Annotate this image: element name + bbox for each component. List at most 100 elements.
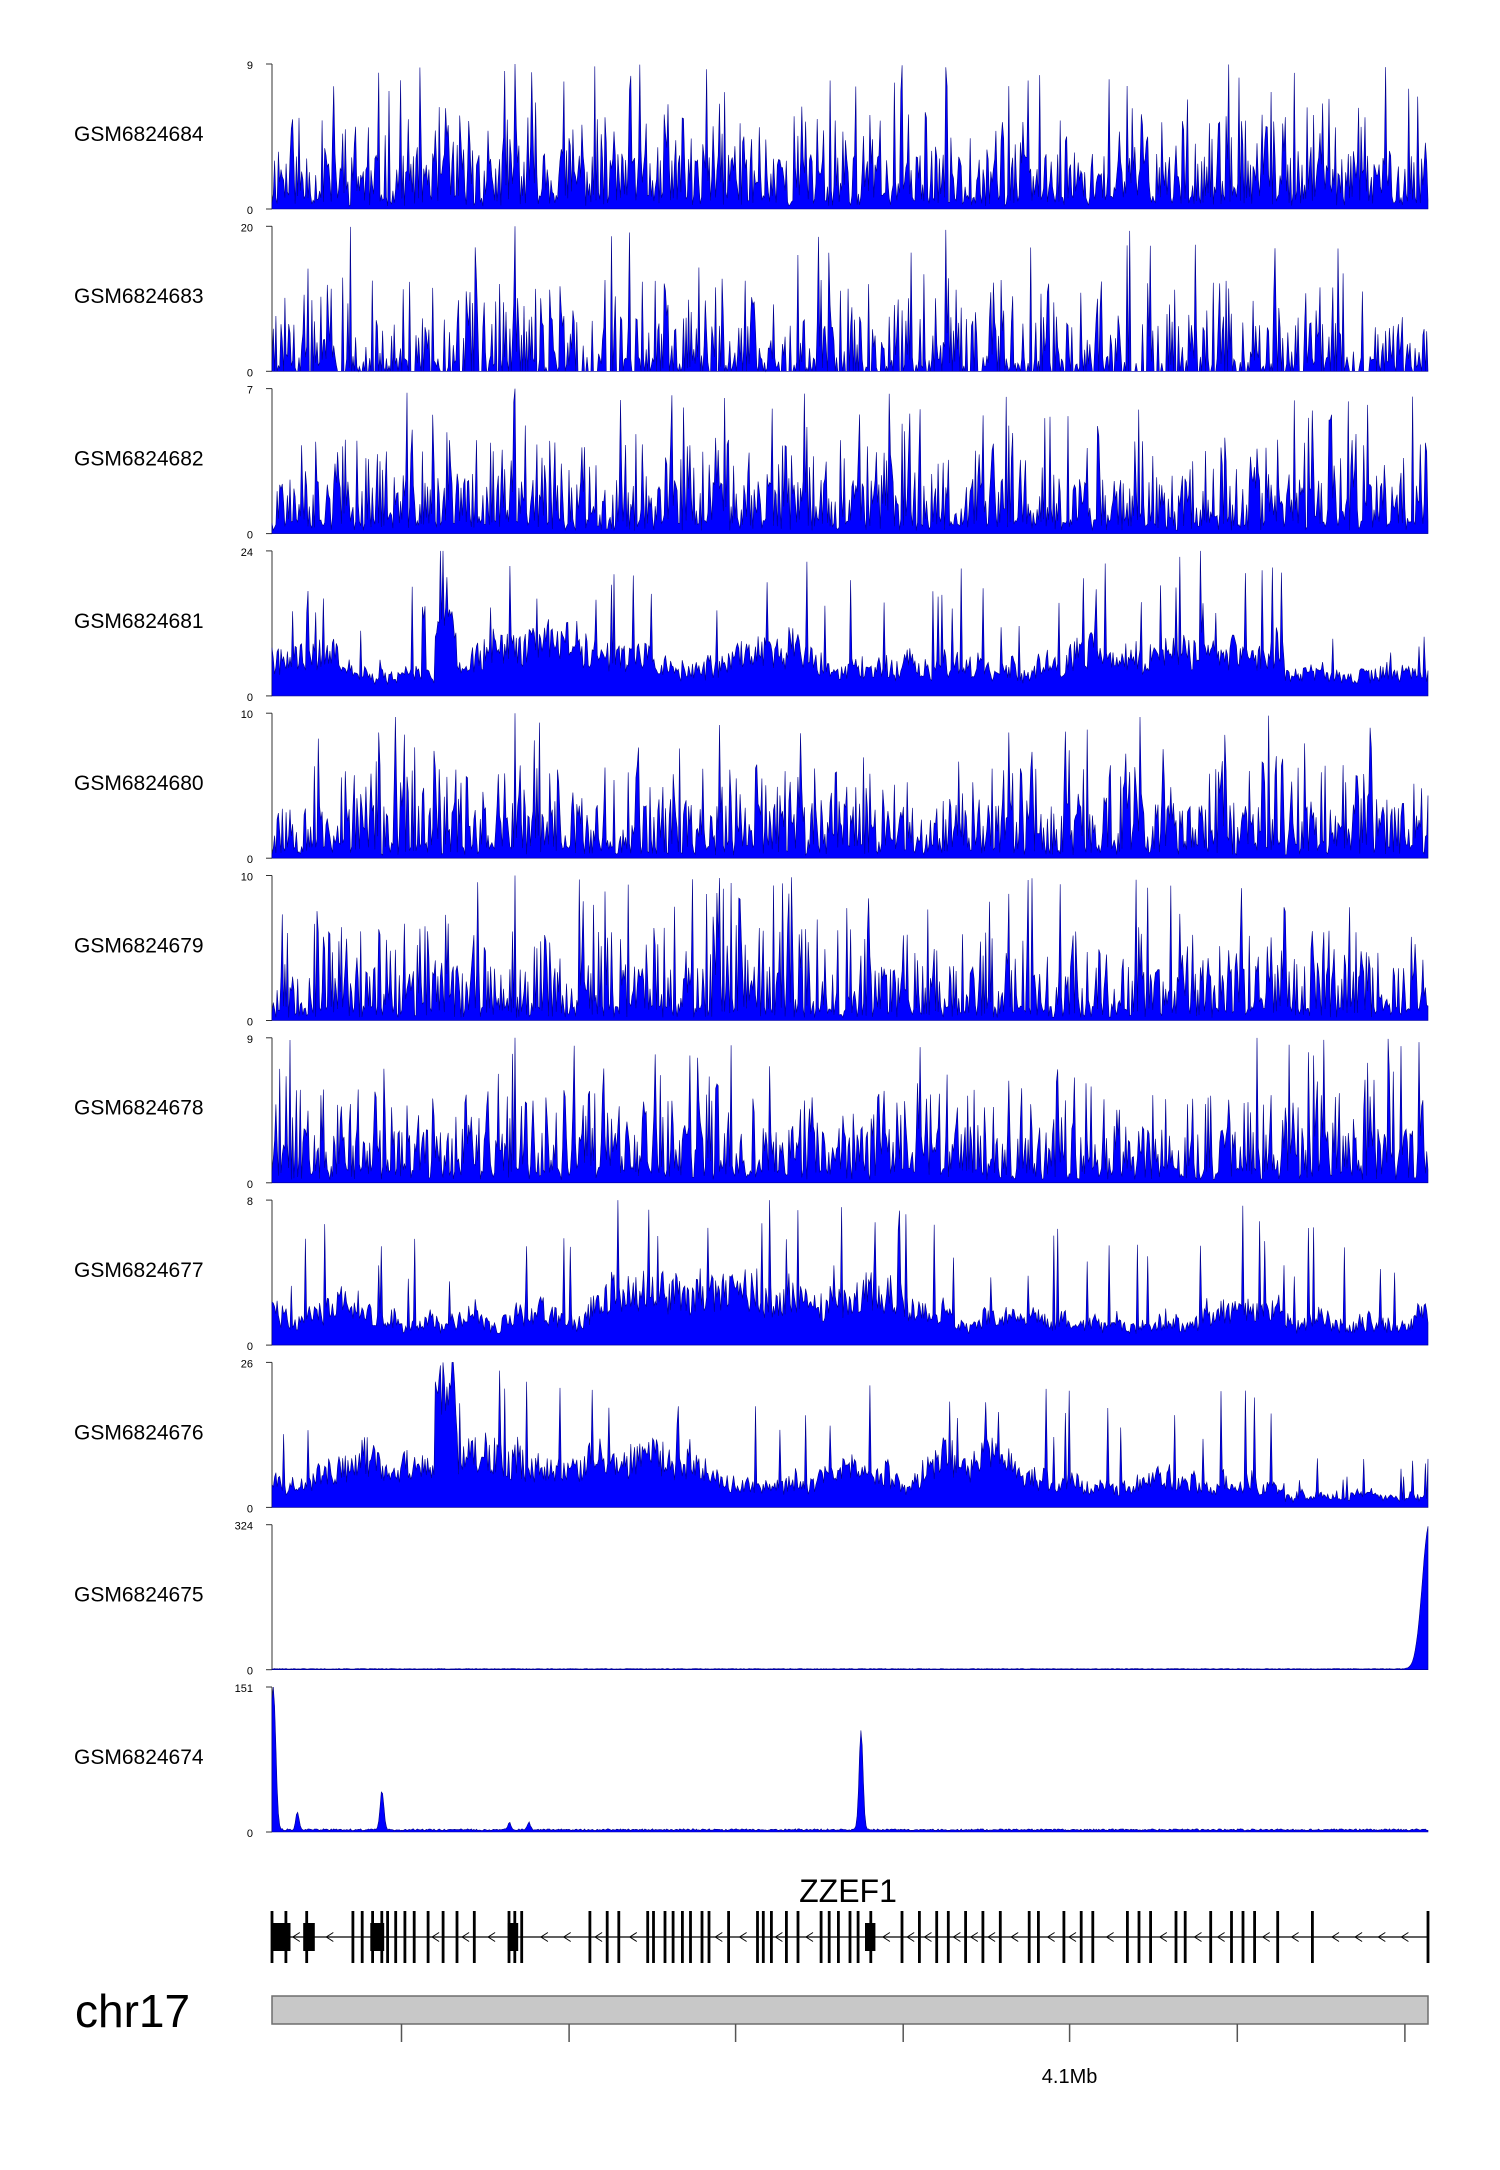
coverage-area: [271, 1037, 1429, 1184]
y-min-label: 0: [247, 1828, 253, 1840]
strand-arrow: [431, 1932, 440, 1942]
coverage-area: [271, 713, 1429, 859]
gene-exon: [727, 1911, 730, 1963]
y-min-label: 0: [247, 530, 253, 542]
gene-exon: [671, 1911, 675, 1963]
gene-exon: [796, 1911, 800, 1963]
gene-exon: [1137, 1911, 1141, 1963]
gene-exon: [761, 1911, 765, 1963]
coverage-area: [271, 226, 1429, 373]
strand-arrow: [1158, 1932, 1168, 1942]
strand-arrow: [1261, 1932, 1270, 1942]
coverage-area: [271, 1686, 1429, 1833]
y-min-label: 0: [247, 205, 253, 217]
gene-exon: [981, 1911, 985, 1963]
strand-arrow: [325, 1932, 334, 1942]
strand-arrow: [1216, 1932, 1225, 1942]
strand-arrow: [1377, 1932, 1386, 1942]
ideogram-track: chr17: [75, 1985, 1429, 2037]
strand-arrow: [952, 1932, 961, 1942]
track-GSM6824682: GSM6824682 7 0: [74, 385, 1429, 542]
track-label: GSM6824675: [74, 1584, 204, 1607]
gene-exon: [819, 1911, 823, 1963]
coverage-area: [271, 63, 1429, 210]
coverage-area: [271, 1362, 1429, 1508]
y-max-label: 8: [247, 1196, 253, 1208]
strand-arrow: [1105, 1932, 1114, 1942]
gene-exon: [918, 1911, 921, 1963]
gene-exon: [1174, 1911, 1178, 1963]
y-max-label: 20: [241, 222, 253, 234]
gene-exon: [1241, 1911, 1245, 1963]
track-GSM6824679: GSM6824679 10 0: [74, 872, 1429, 1029]
track-GSM6824681: GSM6824681 24 0: [74, 547, 1429, 704]
gene-exon: [707, 1911, 711, 1963]
gene-exon: [588, 1911, 592, 1963]
gene-exon: [360, 1911, 364, 1963]
y-max-label: 151: [235, 1683, 253, 1695]
strand-arrow: [906, 1932, 915, 1942]
y-max-label: 9: [247, 60, 253, 72]
gene-exon: [394, 1911, 398, 1963]
coverage-area: [271, 388, 1429, 534]
gene-exon: [663, 1911, 667, 1963]
gene-exon-block: [272, 1923, 291, 1951]
gene-exon: [856, 1911, 860, 1963]
gene-exon: [1209, 1911, 1213, 1963]
track-label: GSM6824674: [74, 1746, 204, 1769]
gene-exon: [617, 1911, 621, 1963]
gene-exon: [1253, 1911, 1256, 1963]
gene-exon: [386, 1911, 389, 1963]
strand-arrow: [1400, 1932, 1409, 1942]
chromosome-label: chr17: [75, 1985, 190, 2037]
genome-axis-label: 4.1Mb: [1042, 2066, 1098, 2088]
gene-exon-block: [303, 1923, 315, 1951]
y-max-label: 10: [241, 872, 253, 884]
gene-exon: [646, 1911, 650, 1963]
gene-exon: [472, 1911, 476, 1963]
gene-label: ZZEF1: [799, 1873, 897, 1909]
gene-exon: [455, 1911, 459, 1963]
gene-exon: [770, 1911, 773, 1963]
strand-arrow: [1290, 1932, 1299, 1942]
strand-arrow: [1068, 1932, 1077, 1942]
gene-exon: [1126, 1911, 1129, 1963]
strand-arrow: [594, 1932, 603, 1942]
gene-exon: [426, 1911, 430, 1963]
gene-exon: [1037, 1911, 1040, 1963]
track-label: GSM6824684: [74, 123, 204, 146]
y-max-label: 324: [235, 1521, 253, 1533]
coverage-area: [271, 1200, 1429, 1346]
gene-exon: [412, 1911, 416, 1963]
track-label: GSM6824676: [74, 1421, 204, 1444]
strand-arrow: [539, 1932, 549, 1942]
strand-arrow: [738, 1932, 747, 1942]
strand-arrow: [1193, 1932, 1202, 1942]
track-label: GSM6824680: [74, 772, 204, 795]
y-min-label: 0: [247, 1341, 253, 1353]
y-max-label: 24: [241, 547, 253, 559]
genome-axis: 4.1Mb: [400, 2024, 1406, 2088]
strand-arrow: [1046, 1932, 1055, 1942]
strand-arrow: [714, 1932, 723, 1942]
y-min-label: 0: [247, 367, 253, 379]
gene-exon: [403, 1911, 407, 1963]
gene-exon: [605, 1911, 609, 1963]
gene-exon: [946, 1911, 950, 1963]
gene-exon: [1311, 1911, 1314, 1963]
strand-arrow: [461, 1932, 470, 1942]
strand-arrow: [562, 1932, 571, 1942]
gene-exon: [900, 1911, 904, 1963]
gene-exon: [681, 1911, 684, 1963]
gene-track: ZZEF1: [270, 1873, 1430, 1963]
strand-arrow: [1331, 1932, 1340, 1942]
gene-exon-block: [507, 1923, 519, 1951]
gene-exon: [1079, 1911, 1083, 1963]
strand-arrow: [1010, 1932, 1019, 1942]
gene-exon: [935, 1911, 939, 1963]
gene-exon: [1276, 1911, 1280, 1963]
track-GSM6824678: GSM6824678 9 0: [74, 1034, 1429, 1191]
y-max-label: 26: [241, 1358, 253, 1370]
y-min-label: 0: [247, 1666, 253, 1678]
